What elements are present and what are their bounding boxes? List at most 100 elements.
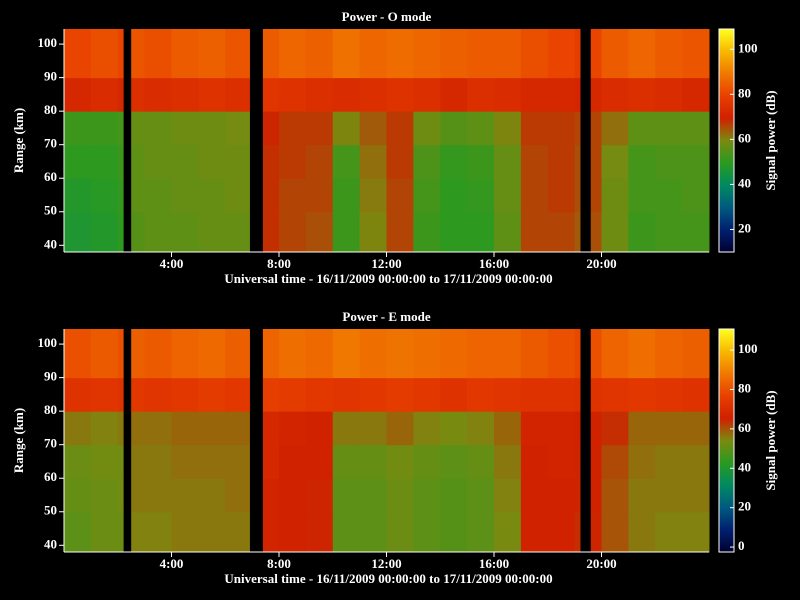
colorbar-tick-label: 100	[738, 40, 758, 55]
heatmap-cell	[520, 444, 549, 479]
heatmap-cell	[628, 144, 656, 179]
heatmap-cell	[547, 329, 576, 379]
heatmap-cell	[494, 111, 522, 146]
heatmap-cell	[305, 77, 334, 112]
heatmap-cell	[440, 111, 468, 146]
x-tick-label: 20:00	[586, 256, 616, 271]
heatmap-cell	[520, 511, 549, 553]
heatmap-cell	[117, 211, 124, 253]
heatmap-cell	[117, 29, 124, 79]
heatmap-cell	[64, 211, 92, 253]
heatmap-cell	[467, 77, 495, 112]
heatmap-cell	[359, 511, 387, 553]
y-tick-label: 80	[44, 102, 57, 117]
heatmap-cell	[144, 478, 172, 513]
chart-title: Power - O mode	[342, 9, 432, 24]
y-tick-label: 50	[44, 203, 57, 218]
heatmap-cell	[332, 444, 361, 479]
heatmap-cell	[198, 111, 226, 146]
heatmap-cell	[628, 178, 656, 213]
y-axis-label: Range (km)	[11, 408, 26, 473]
heatmap-cell	[682, 77, 710, 112]
heatmap-cell	[601, 111, 629, 146]
heatmap-cell	[171, 444, 199, 479]
heatmap-cell	[628, 29, 656, 79]
heatmap-cell	[144, 77, 172, 112]
x-tick-label: 4:00	[160, 556, 184, 571]
heatmap-cell	[386, 478, 414, 513]
heatmap-cell	[494, 178, 522, 213]
heatmap-cell	[413, 478, 441, 513]
heatmap-cell	[225, 211, 250, 253]
colorbar-tick-label: 40	[738, 175, 751, 190]
heatmap-cell	[601, 29, 629, 79]
heatmap-cell	[655, 178, 683, 213]
heatmap-cell	[601, 77, 629, 112]
heatmap-cell	[413, 111, 441, 146]
heatmap-cell	[628, 377, 656, 412]
heatmap-cell	[628, 211, 656, 253]
heatmap-cell	[655, 444, 683, 479]
heatmap-cell	[332, 411, 361, 446]
heatmap-cell	[440, 77, 468, 112]
heatmap-cell	[467, 377, 495, 412]
heatmap-cell	[601, 178, 629, 213]
y-tick-label: 100	[38, 35, 58, 50]
heatmap-cell	[601, 511, 629, 553]
heatmap-cell	[279, 211, 307, 253]
heatmap-cell	[262, 329, 280, 379]
heatmap-cell	[144, 511, 172, 553]
heatmap-cell	[359, 329, 387, 379]
heatmap-cell	[386, 211, 414, 253]
heatmap-cell	[131, 511, 146, 553]
heatmap-cell	[628, 511, 656, 553]
heatmap-cell	[628, 478, 656, 513]
x-tick-label: 8:00	[267, 256, 291, 271]
y-tick-label: 40	[44, 536, 57, 551]
x-tick-label: 12:00	[371, 256, 401, 271]
heatmap-cell	[198, 411, 226, 446]
y-tick-label: 70	[44, 436, 57, 451]
colorbar-tick-label: 20	[738, 499, 751, 514]
heatmap-cell	[494, 377, 522, 412]
heatmap-cell	[601, 329, 629, 379]
colorbar-tick-label: 0	[738, 538, 745, 553]
colorbar	[719, 329, 734, 552]
heatmap-cell	[225, 29, 250, 79]
heatmap-cell	[413, 329, 441, 379]
heatmap-cell	[467, 411, 495, 446]
heatmap-cell	[117, 77, 124, 112]
colorbar-tick-label: 60	[738, 420, 751, 435]
heatmap-cell	[655, 377, 683, 412]
heatmap-cell	[682, 444, 710, 479]
heatmap-cell	[198, 478, 226, 513]
heatmap-cell	[682, 478, 710, 513]
heatmap-cell	[332, 178, 361, 213]
heatmap-cell	[171, 329, 199, 379]
heatmap-cell	[386, 111, 414, 146]
heatmap-cell	[386, 377, 414, 412]
heatmap-cell	[262, 211, 280, 253]
heatmap-cell	[494, 77, 522, 112]
heatmap-cell	[547, 111, 576, 146]
heatmap-cell	[467, 511, 495, 553]
heatmap-cell	[144, 377, 172, 412]
heatmap-cell	[574, 77, 581, 112]
heatmap-cell	[574, 144, 581, 179]
heatmap-cell	[198, 77, 226, 112]
heatmap-cell	[117, 411, 124, 446]
heatmap-cell	[279, 329, 307, 379]
x-axis-label: Universal time - 16/11/2009 00:00:00 to …	[224, 571, 552, 586]
heatmap-cell	[520, 211, 549, 253]
heatmap-cell	[413, 29, 441, 79]
heatmap-cell	[520, 377, 549, 412]
heatmap-cell	[413, 377, 441, 412]
heatmap-cell	[198, 29, 226, 79]
heatmap-cell	[64, 29, 92, 79]
heatmap-cell	[332, 329, 361, 379]
heatmap-cell	[520, 77, 549, 112]
heatmap-cell	[64, 444, 92, 479]
heatmap-cell	[279, 478, 307, 513]
heatmap-cell	[64, 411, 92, 446]
